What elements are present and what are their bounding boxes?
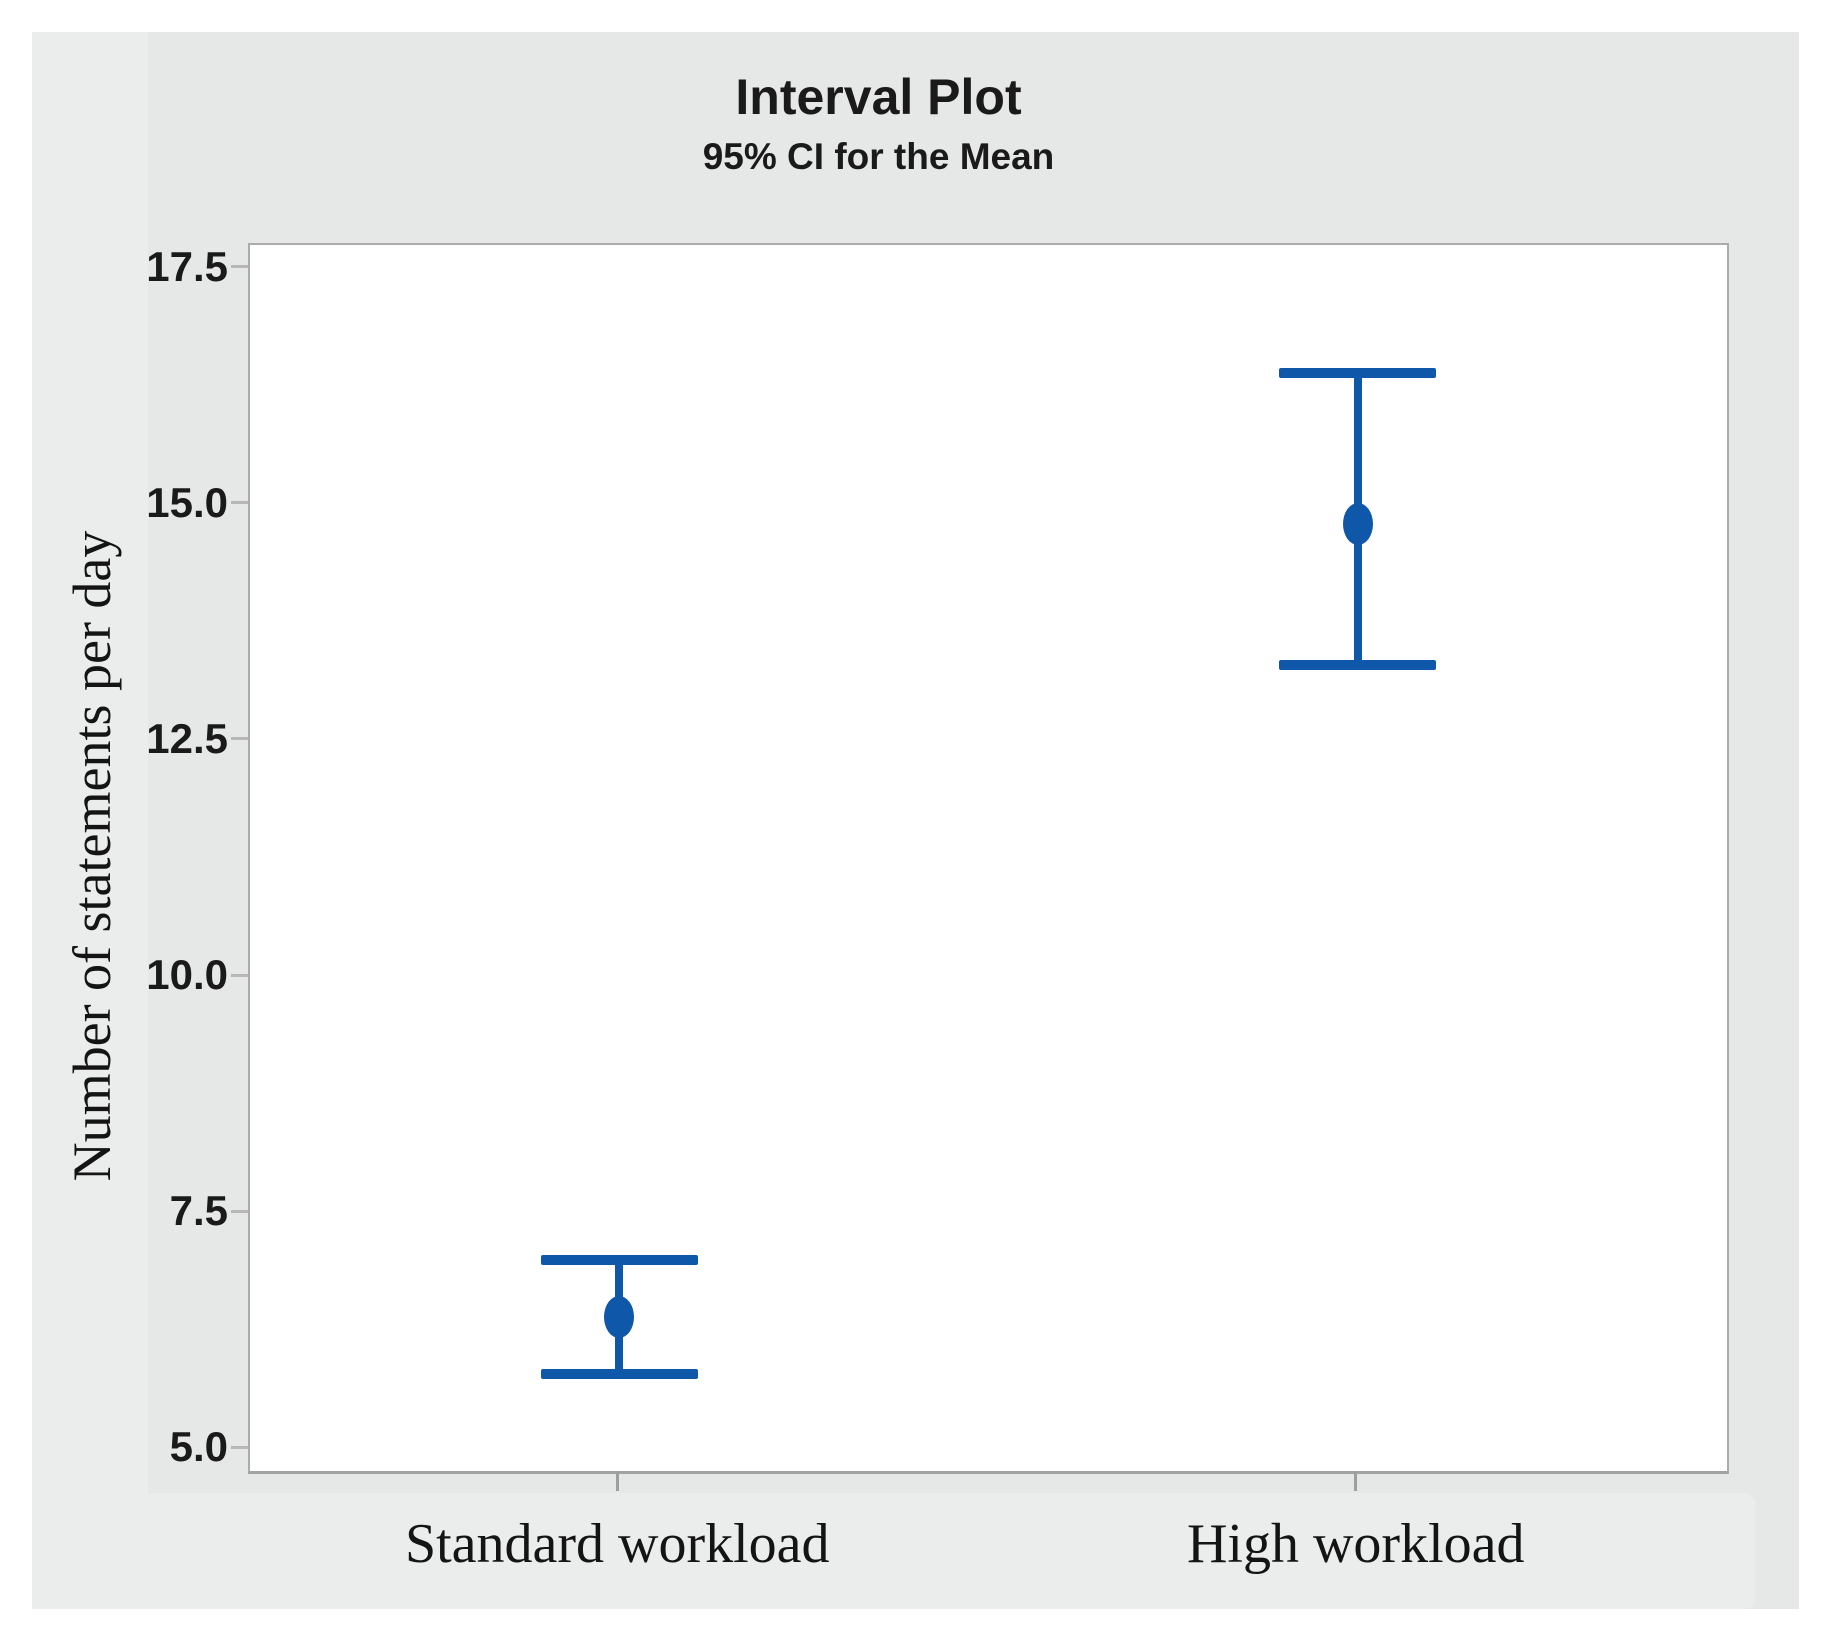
y-tick-label: 15.0 <box>146 478 228 526</box>
y-tick-mark <box>231 1209 248 1213</box>
x-tick-label: High workload <box>1186 1513 1525 1575</box>
ci-upper-cap <box>540 1255 698 1266</box>
y-tick-label: 5.0 <box>169 1423 228 1471</box>
ci-lower-cap <box>1279 660 1437 671</box>
ci-upper-cap <box>1279 367 1437 378</box>
plot-area <box>248 243 1729 1474</box>
mean-marker <box>1342 502 1373 545</box>
y-tick-mark <box>231 265 248 269</box>
y-tick-mark <box>231 737 248 741</box>
y-tick-label: 12.5 <box>146 714 228 762</box>
y-tick-mark <box>231 973 248 977</box>
y-axis-title: Number of statements per day <box>62 530 122 1182</box>
chart-title: Interval Plot <box>735 69 1022 125</box>
y-tick-label: 10.0 <box>146 951 228 998</box>
y-tick-label: 7.5 <box>169 1187 228 1235</box>
x-axis-label-strip <box>148 1493 1755 1609</box>
x-tick-mark <box>615 1472 619 1491</box>
ci-lower-cap <box>540 1368 698 1379</box>
x-tick-label: Standard workload <box>404 1513 830 1575</box>
y-axis-label-strip <box>32 32 148 1609</box>
chart-subtitle: 95% CI for the Mean <box>702 136 1055 177</box>
y-tick-mark <box>231 501 248 505</box>
x-tick-mark <box>1354 1472 1358 1491</box>
y-tick-mark <box>231 1445 248 1449</box>
y-tick-label: 17.5 <box>146 242 228 290</box>
mean-marker <box>604 1296 635 1339</box>
